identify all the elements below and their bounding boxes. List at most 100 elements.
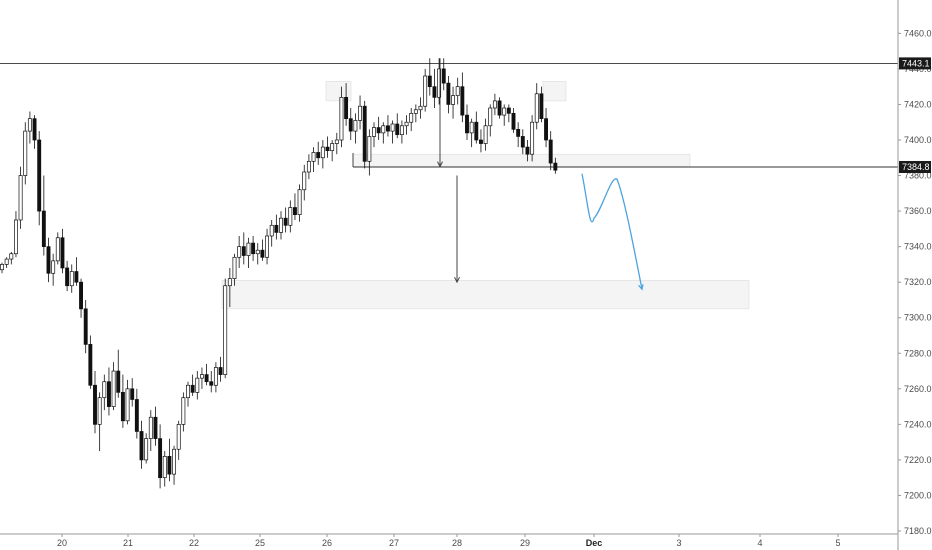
x-tick-label: 28: [452, 538, 462, 548]
candle: [386, 115, 390, 137]
candle-body: [376, 127, 381, 134]
candle: [376, 116, 381, 140]
candle-body: [134, 399, 139, 432]
candle-body: [55, 237, 60, 262]
candle: [116, 349, 121, 398]
candle-body: [111, 370, 116, 407]
candle: [18, 166, 23, 229]
candle: [125, 379, 130, 425]
candle-body: [283, 217, 288, 226]
candle-body: [386, 125, 390, 132]
candle-body: [237, 246, 242, 258]
candle: [23, 122, 28, 185]
candle: [176, 420, 181, 460]
candle-body: [353, 120, 358, 132]
candle: [0, 262, 4, 274]
candle: [65, 260, 70, 292]
candle-body: [311, 152, 316, 162]
candle: [218, 356, 223, 382]
candle: [367, 129, 372, 176]
left-shoulder-zone[interactable]: [325, 81, 352, 102]
candle: [506, 104, 511, 123]
candle-body: [358, 105, 363, 121]
candle-body: [460, 86, 465, 116]
candle-body: [293, 207, 297, 215]
candle: [88, 335, 93, 389]
candle-body: [320, 146, 325, 159]
candle-body: [97, 397, 102, 425]
projection-arrow[interactable]: [454, 175, 460, 284]
price-tag-label: 7384.8: [902, 162, 930, 172]
candle-body: [181, 397, 186, 425]
candle: [437, 58, 442, 105]
candle-body: [269, 224, 274, 237]
candle-body: [0, 264, 4, 271]
candle: [102, 374, 107, 411]
candle: [111, 362, 116, 411]
candle-body: [446, 82, 451, 105]
candle-body: [325, 146, 330, 152]
candle: [162, 451, 167, 487]
candle-body: [423, 75, 428, 107]
candle: [153, 406, 158, 446]
candle: [195, 371, 200, 400]
candle-body: [344, 96, 349, 120]
candle-body: [195, 377, 200, 393]
candle: [474, 111, 479, 144]
candle: [330, 139, 335, 162]
candle: [530, 115, 535, 162]
candle-body: [474, 121, 479, 141]
candle-body: [520, 136, 525, 148]
candle-body: [60, 237, 65, 269]
candle-body: [334, 139, 339, 144]
candle: [227, 267, 232, 308]
candle: [516, 122, 521, 148]
candle: [204, 363, 209, 386]
candle: [502, 104, 507, 126]
candle-body: [441, 68, 446, 84]
x-tick-label: 29: [520, 538, 530, 548]
price-axis[interactable]: 7180.0 7200.0 7220.0 7240.0 7260.0 7280.0 7300…: [898, 28, 932, 536]
arrows-layer: [437, 58, 460, 284]
y-tick-label: 7400.0: [904, 135, 932, 145]
candle-body: [125, 388, 130, 422]
candle: [255, 243, 260, 265]
right-shoulder-zone[interactable]: [542, 81, 567, 102]
candle: [311, 147, 316, 172]
candle-body: [367, 136, 372, 162]
y-tick-label: 7220.0: [904, 455, 932, 465]
projection-path[interactable]: [581, 173, 643, 290]
candle-body: [32, 118, 37, 141]
candle-body: [69, 271, 74, 287]
support-zone[interactable]: [352, 153, 691, 167]
x-tick-label: 3: [676, 538, 681, 548]
candle: [381, 122, 386, 144]
y-tick-label: 7240.0: [904, 419, 932, 429]
y-tick-label: 7260.0: [904, 384, 932, 394]
candle: [395, 113, 400, 139]
pattern-height-arrow[interactable]: [437, 58, 443, 168]
candle-body: [372, 127, 376, 137]
x-tick-label: Dec: [586, 538, 603, 548]
candle-body: [41, 210, 46, 247]
candle: [544, 108, 549, 148]
candle: [399, 120, 404, 144]
candle-body: [530, 121, 535, 155]
candle: [37, 131, 42, 226]
candle-body: [511, 112, 516, 130]
x-tick-label: 5: [835, 538, 840, 548]
candle: [418, 97, 423, 119]
candle: [539, 86, 544, 123]
candle-body: [260, 249, 265, 258]
candle: [130, 378, 135, 407]
candle: [302, 164, 307, 201]
candle-body: [390, 123, 395, 132]
candle: [167, 438, 172, 482]
target-zone[interactable]: [221, 280, 750, 310]
candle: [525, 139, 530, 162]
candle: [441, 58, 446, 91]
candle: [339, 86, 344, 148]
time-axis[interactable]: 20 21 22 25 26 27 28 29 Dec 3 4 5: [57, 534, 841, 548]
